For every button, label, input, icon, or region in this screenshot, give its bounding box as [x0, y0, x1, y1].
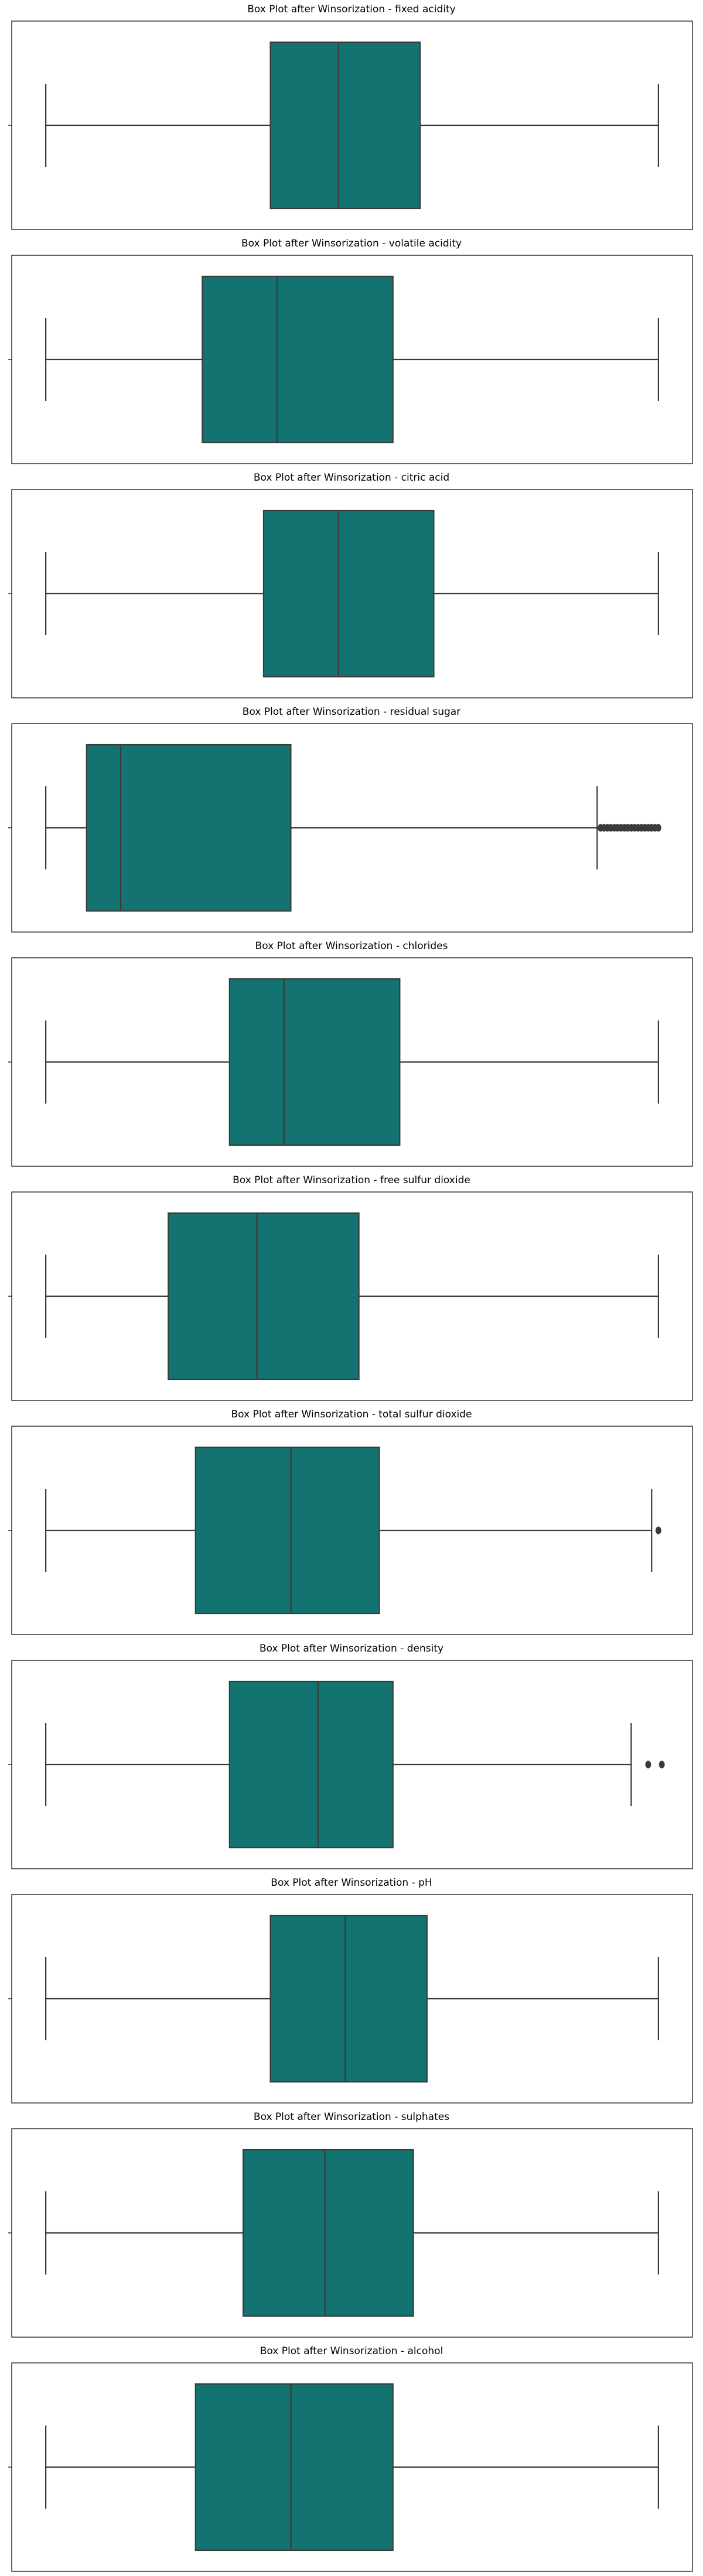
plot-area: [8, 20, 693, 230]
iqr-box: [168, 1212, 360, 1381]
plot-area: [8, 723, 693, 933]
plot-area: [8, 2362, 693, 2572]
plot-area: [8, 2128, 693, 2338]
iqr-box: [262, 509, 435, 678]
chart-title: Box Plot after Winsorization - chlorides: [255, 940, 448, 952]
chart-title: Box Plot after Winsorization - fixed aci…: [247, 4, 456, 15]
chart-panel: Box Plot after Winsorization - volatile …: [0, 234, 703, 468]
iqr-box: [202, 275, 394, 444]
outlier-point: [645, 1760, 651, 1769]
chart-panel: Box Plot after Winsorization - chlorides: [0, 937, 703, 1171]
plot-area: [8, 1191, 693, 1401]
chart-panel: Box Plot after Winsorization - fixed aci…: [0, 0, 703, 234]
plot-area: [8, 1426, 693, 1635]
outlier-point: [658, 1760, 665, 1769]
outlier-point: [655, 1526, 661, 1534]
iqr-box: [269, 1914, 428, 2083]
iqr-box: [194, 2383, 394, 2551]
chart-title: Box Plot after Winsorization - volatile …: [241, 238, 462, 249]
plot-area: [8, 1894, 693, 2104]
iqr-box: [86, 744, 292, 912]
chart-panel: Box Plot after Winsorization - sulphates: [0, 2108, 703, 2342]
chart-title: Box Plot after Winsorization - sulphates: [253, 2111, 450, 2123]
chart-panel: Box Plot after Winsorization - total sul…: [0, 1405, 703, 1639]
chart-title: Box Plot after Winsorization - total sul…: [231, 1409, 472, 1420]
chart-title: Box Plot after Winsorization - pH: [271, 1877, 432, 1889]
plot-area: [8, 255, 693, 464]
chart-panel: Box Plot after Winsorization - alcohol: [0, 2342, 703, 2576]
chart-title: Box Plot after Winsorization - citric ac…: [253, 472, 450, 484]
plot-area: [8, 957, 693, 1167]
iqr-box: [228, 1680, 394, 1849]
chart-panel: Box Plot after Winsorization - pH: [0, 1873, 703, 2108]
chart-panel: Box Plot after Winsorization - free sulf…: [0, 1171, 703, 1405]
chart-title: Box Plot after Winsorization - residual …: [242, 706, 461, 718]
chart-panel: Box Plot after Winsorization - density: [0, 1639, 703, 1873]
chart-title: Box Plot after Winsorization - density: [259, 1643, 444, 1654]
chart-panel: Box Plot after Winsorization - citric ac…: [0, 468, 703, 703]
iqr-box: [194, 1446, 380, 1615]
iqr-box: [228, 978, 401, 1146]
plot-area: [8, 1660, 693, 1869]
iqr-box: [242, 2149, 414, 2317]
chart-title: Box Plot after Winsorization - alcohol: [260, 2345, 443, 2357]
plot-area: [8, 489, 693, 698]
iqr-box: [269, 41, 421, 210]
outlier-point: [655, 824, 661, 832]
chart-title: Box Plot after Winsorization - free sulf…: [233, 1174, 470, 1186]
chart-panel: Box Plot after Winsorization - residual …: [0, 703, 703, 937]
